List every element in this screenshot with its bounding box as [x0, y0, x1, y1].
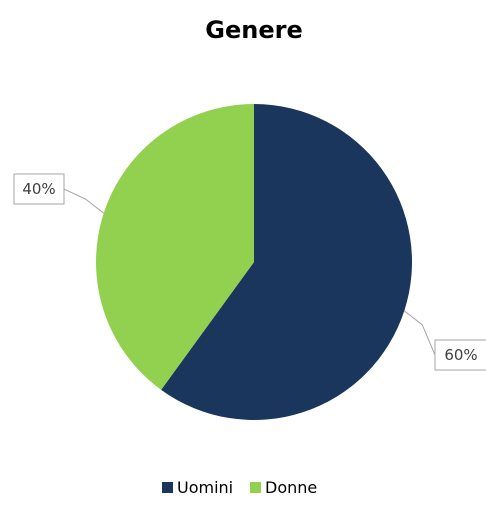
leader-line [63, 188, 105, 214]
legend-swatch-donne [250, 482, 261, 493]
legend-label-donne: Donne [265, 478, 317, 497]
pie-slices [96, 104, 413, 420]
pie-slice-donne [96, 104, 254, 390]
legend-label-uomini: Uomini [177, 478, 233, 497]
data-labels: 60% 40% [13, 173, 486, 371]
data-label-box [434, 339, 486, 371]
data-label: 40% [22, 180, 55, 198]
data-label: 60% [444, 346, 477, 364]
chart-title: Genere [205, 16, 302, 44]
legend-swatch-uomini [162, 482, 173, 493]
data-label-box [13, 173, 65, 205]
legend: Uomini Donne [162, 478, 317, 497]
leader-line [403, 310, 436, 356]
pie-slice-uomini [161, 104, 413, 420]
